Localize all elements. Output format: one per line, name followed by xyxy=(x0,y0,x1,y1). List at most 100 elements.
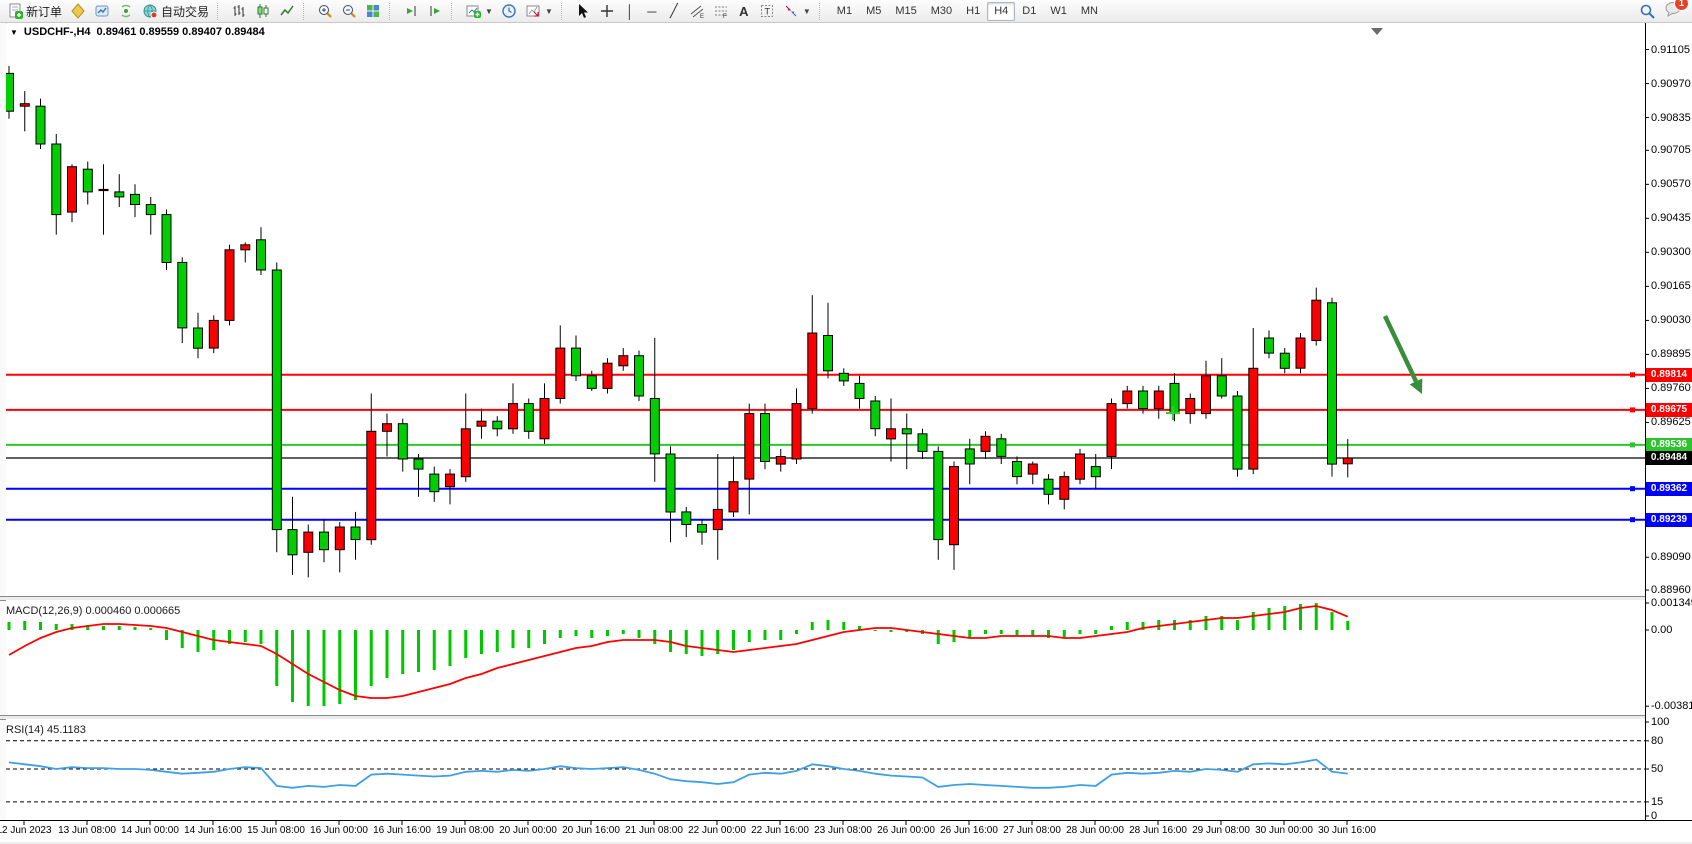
timeframe-button-h1[interactable]: H1 xyxy=(966,4,981,17)
line-chart-mode-button[interactable] xyxy=(276,2,298,21)
horizontal-line-tool-button[interactable]: ─ xyxy=(642,2,662,21)
candlestick-icon xyxy=(257,4,269,18)
toolbar-separator xyxy=(451,2,457,20)
collapse-triangle-icon[interactable]: ▼ xyxy=(10,27,18,37)
text-tool-button[interactable]: A xyxy=(734,2,754,21)
search-icon[interactable] xyxy=(1639,3,1656,20)
timeframe-button-mn[interactable]: MN xyxy=(1080,4,1098,17)
channel-tool-button[interactable]: E xyxy=(686,2,708,21)
chart-title: ▼ USDCHF-,H4 0.89461 0.89559 0.89407 0.8… xyxy=(10,26,265,38)
text-label-tool-button[interactable]: T xyxy=(756,2,778,21)
zoom-in-button[interactable] xyxy=(314,2,336,21)
rsi-axis-label: 50 xyxy=(1651,763,1664,775)
time-axis-label: 28 Jun 16:00 xyxy=(1129,825,1187,836)
bar-chart-mode-button[interactable] xyxy=(228,2,250,21)
svg-text:E: E xyxy=(700,14,704,19)
price-tag-0.89675: 0.89675 xyxy=(1646,402,1692,417)
price-axis-label: 0.89090 xyxy=(1651,551,1691,564)
new-order-icon xyxy=(9,3,23,19)
signals-button[interactable] xyxy=(115,2,137,21)
price-tag-0.89814: 0.89814 xyxy=(1646,367,1692,382)
signals-icon xyxy=(121,4,131,18)
timeframe-button-m5[interactable]: M5 xyxy=(866,4,882,17)
tile-windows-icon xyxy=(367,5,380,17)
chart-properties-button[interactable]: ▼ xyxy=(522,2,556,21)
time-axis-label: 22 Jun 00:00 xyxy=(688,825,746,836)
trendline-tool-button[interactable]: ╱ xyxy=(664,2,684,21)
crosshair-tool-button[interactable] xyxy=(596,2,618,21)
rsi-axis-label: 0 xyxy=(1651,810,1658,822)
timeframe-button-m15[interactable]: M15 xyxy=(895,4,917,17)
price-axis-label: 0.89625 xyxy=(1651,416,1691,429)
price-axis[interactable] xyxy=(1645,23,1692,820)
time-axis-label: 20 Jun 00:00 xyxy=(499,825,557,836)
price-axis-label: 0.90570 xyxy=(1651,178,1691,191)
zoom-out-button[interactable] xyxy=(338,2,360,21)
macd-indicator-label: MACD(12,26,9) 0.000460 0.000665 xyxy=(6,605,181,617)
notifications-button[interactable]: 1 xyxy=(1664,0,1689,22)
chart-ohlc-values: 0.89461 0.89559 0.89407 0.89484 xyxy=(96,26,265,38)
cursor-tool-button[interactable] xyxy=(572,2,594,21)
dropdown-caret-icon: ▼ xyxy=(802,6,811,16)
time-axis[interactable] xyxy=(0,820,1692,842)
arrow-objects-button[interactable]: ▼ xyxy=(780,2,814,21)
dropdown-caret-icon: ▼ xyxy=(544,6,553,16)
window-bottom-frame xyxy=(0,842,1692,844)
chart-shift-icon xyxy=(430,6,441,16)
time-axis-label: 26 Jun 16:00 xyxy=(940,825,998,836)
auto-scroll-button[interactable] xyxy=(400,2,422,21)
timeframe-button-h4[interactable]: H4 xyxy=(987,1,1016,21)
auto-trading-label: 自动交易 xyxy=(161,4,210,19)
price-axis-label: 0.90705 xyxy=(1651,144,1691,157)
time-axis-label: 20 Jun 16:00 xyxy=(562,825,620,836)
crosshair-icon xyxy=(600,5,613,17)
price-tag-0.89536: 0.89536 xyxy=(1646,437,1692,452)
time-axis-label: 28 Jun 00:00 xyxy=(1066,825,1124,836)
price-tag-0.89362: 0.89362 xyxy=(1646,481,1692,496)
time-axis-label: 27 Jun 08:00 xyxy=(1003,825,1061,836)
timeframe-button-m1[interactable]: M1 xyxy=(836,4,853,17)
auto-trading-button[interactable]: 自动交易 xyxy=(139,2,212,21)
chart-shift-button[interactable] xyxy=(424,2,446,21)
timeframe-button-m30[interactable]: M30 xyxy=(930,4,953,17)
price-axis-label: 0.89895 xyxy=(1651,348,1691,361)
macd-axis-label: 0.00 xyxy=(1651,624,1673,636)
toolbar-right-group: 1 xyxy=(1639,0,1689,22)
text-label-icon: T xyxy=(760,5,773,17)
time-axis-label: 26 Jun 00:00 xyxy=(877,825,935,836)
toolbar-separator xyxy=(560,2,567,20)
vertical-line-tool-button[interactable]: │ xyxy=(620,2,640,21)
market-watch-button[interactable] xyxy=(91,2,113,21)
toolbar-separator xyxy=(303,2,309,20)
horizontal-line-icon: ─ xyxy=(647,3,657,19)
candlestick-mode-button[interactable] xyxy=(252,2,274,21)
new-order-label: 新订单 xyxy=(26,4,63,19)
price-axis-label: 0.90165 xyxy=(1651,280,1691,293)
time-axis-label: 23 Jun 08:00 xyxy=(814,825,872,836)
quotes-button[interactable] xyxy=(67,2,89,21)
rsi-pane[interactable] xyxy=(6,719,1645,820)
timeframe-toolbar: M1 M5 M15 M30 H1 H4 D1 W1 MN xyxy=(830,1,1105,21)
fibonacci-tool-button[interactable]: F xyxy=(710,2,732,21)
price-tag-0.89239: 0.89239 xyxy=(1646,512,1692,527)
macd-pane[interactable] xyxy=(6,600,1645,715)
periods-button[interactable] xyxy=(498,2,520,21)
price-axis-label: 0.91105 xyxy=(1651,43,1690,56)
price-axis-label: 0.90970 xyxy=(1651,77,1691,90)
price-axis-label: 0.90300 xyxy=(1651,246,1691,259)
chart-window[interactable]: ▼ USDCHF-,H4 0.89461 0.89559 0.89407 0.8… xyxy=(0,23,1692,844)
price-axis-label: 0.88960 xyxy=(1651,584,1691,597)
timeframe-button-w1[interactable]: W1 xyxy=(1050,4,1067,17)
timeframe-button-d1[interactable]: D1 xyxy=(1022,4,1037,17)
arrow-objects-icon xyxy=(785,5,797,17)
notification-badge: 1 xyxy=(1674,0,1689,11)
price-pane[interactable] xyxy=(6,24,1645,596)
tile-windows-button[interactable] xyxy=(362,2,384,21)
new-order-button[interactable]: 新订单 xyxy=(4,2,65,21)
rsi-axis-label: 80 xyxy=(1651,734,1664,747)
time-axis-label: 14 Jun 16:00 xyxy=(184,825,242,836)
main-toolbar: 新订单 自动交易 xyxy=(0,0,1692,23)
time-axis-label: 12 Jun 2023 xyxy=(0,825,52,836)
chart-properties-icon xyxy=(526,5,540,17)
indicators-button[interactable]: ▼ xyxy=(462,2,496,21)
